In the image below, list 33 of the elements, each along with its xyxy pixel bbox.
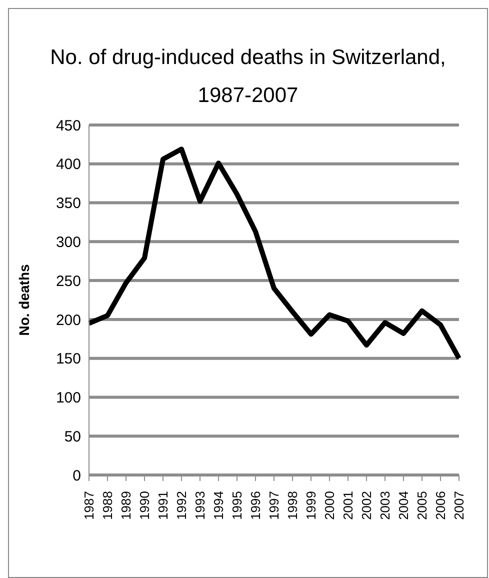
x-tick-label: 2006 <box>433 491 448 520</box>
x-tick-label: 2001 <box>340 491 356 520</box>
y-tick-label: 100 <box>56 390 81 407</box>
x-tick-label: 1995 <box>230 491 244 520</box>
x-tick-label: 1987 <box>82 491 96 520</box>
x-tick-label: 2002 <box>359 491 374 520</box>
chart-title: No. of drug-induced deaths in Switzerland, 1987-2007 <box>49 45 447 109</box>
x-tick-label: 1991 <box>156 491 170 520</box>
y-tick-label: 200 <box>56 312 81 329</box>
x-tick-label: 1993 <box>192 491 208 520</box>
y-tick-label: 0 <box>72 467 81 484</box>
y-tick-label: 300 <box>56 234 81 251</box>
y-tick-label: 400 <box>56 156 81 174</box>
x-tick-label: 1990 <box>137 491 152 520</box>
x-tick-label: 1998 <box>285 491 300 520</box>
x-tick-label: 1992 <box>174 491 189 520</box>
y-tick-label: 350 <box>56 195 81 212</box>
x-tick-label: 1997 <box>266 491 282 520</box>
x-tick-label: 1999 <box>304 491 318 520</box>
x-tick-label: 2007 <box>452 491 466 520</box>
x-tick-label: 1996 <box>248 491 263 520</box>
y-tick-label: 450 <box>56 117 81 134</box>
y-tick-label: 150 <box>56 350 81 368</box>
x-tick-label: 1988 <box>100 491 115 520</box>
y-axis-title: No. deaths <box>16 264 32 336</box>
x-tick-label: 1994 <box>211 491 226 520</box>
x-tick-label: 2003 <box>378 491 392 520</box>
y-tick-label: 50 <box>64 428 81 446</box>
x-tick-label: 2000 <box>322 491 337 520</box>
x-tick-label: 1989 <box>118 491 134 520</box>
y-tick-label: 250 <box>56 272 81 290</box>
x-tick-label: 2004 <box>396 491 411 520</box>
x-tick-label: 2005 <box>414 491 430 520</box>
